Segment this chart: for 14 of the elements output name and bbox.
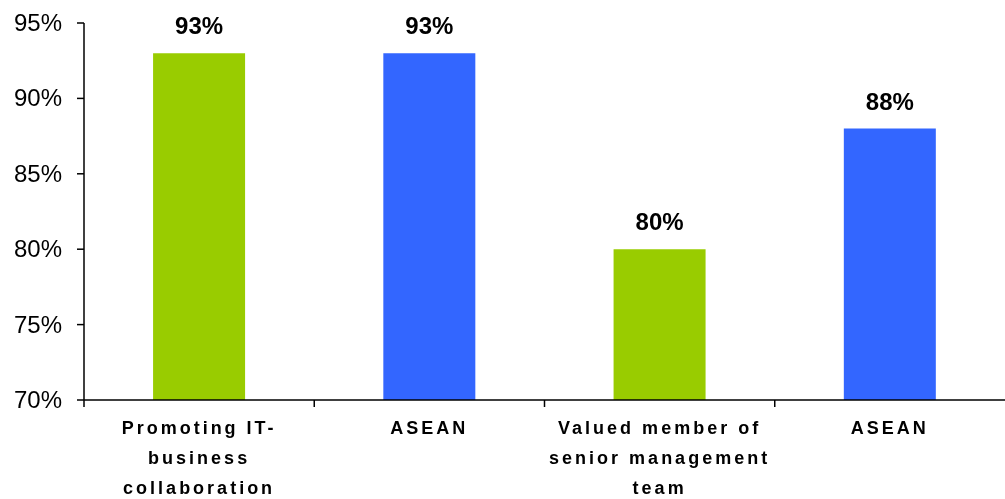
- y-tick-label: 80%: [13, 235, 62, 263]
- y-tick-label: 70%: [13, 386, 62, 413]
- data-label: 93%: [405, 12, 454, 40]
- data-label: 88%: [865, 87, 914, 115]
- x-tick-label: Valued member of senior management team: [549, 418, 771, 498]
- y-tick-label: 95%: [13, 9, 62, 36]
- x-tick-label: ASEAN: [850, 418, 929, 438]
- x-tick-label: ASEAN: [390, 418, 469, 438]
- y-tick-label: 90%: [13, 84, 62, 112]
- y-tick-label: 85%: [13, 159, 62, 187]
- y-tick-label: 75%: [13, 310, 62, 338]
- x-tick-label: Promoting IT-business collaboration: [121, 418, 277, 498]
- data-label: 93%: [175, 12, 224, 40]
- data-label: 80%: [635, 208, 684, 236]
